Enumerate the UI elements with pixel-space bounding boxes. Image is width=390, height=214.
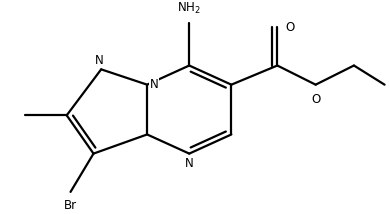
Text: Br: Br (64, 199, 77, 212)
Text: O: O (311, 93, 320, 106)
Text: N: N (95, 54, 104, 67)
Text: O: O (286, 21, 295, 34)
Text: NH$_2$: NH$_2$ (177, 1, 201, 16)
Text: N: N (185, 157, 193, 170)
Text: N: N (150, 78, 158, 91)
